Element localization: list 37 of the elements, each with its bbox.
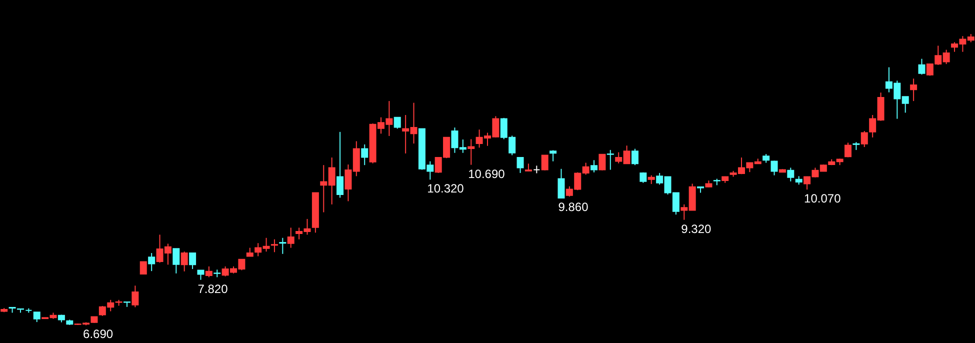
candlestick [279, 237, 286, 254]
candlestick [844, 142, 852, 158]
text: 6.690 [83, 327, 114, 342]
candlestick [180, 251, 188, 272]
candlestick [172, 248, 180, 274]
candlestick [336, 131, 344, 198]
candlestick [33, 312, 40, 323]
annotation: 9.860 [558, 200, 589, 214]
candlestick [541, 154, 548, 171]
candlestick [910, 78, 918, 102]
candlestick [148, 252, 156, 272]
candlestick [189, 252, 196, 270]
candlestick [770, 160, 778, 176]
annotation: 9.320 [681, 222, 712, 236]
candlestick [287, 227, 294, 248]
candlestick [205, 266, 212, 278]
candlestick [787, 167, 794, 182]
annotation: 10.690 [468, 166, 506, 181]
candlestick [860, 130, 868, 148]
candlestick [468, 138, 475, 166]
candlestick [361, 144, 368, 166]
candlestick [394, 116, 401, 130]
candlestick [197, 270, 204, 280]
candlestick [270, 238, 278, 253]
candlestick [631, 148, 638, 166]
candlestick [606, 149, 614, 170]
annotation: 7.820 [198, 282, 228, 296]
candlestick [132, 285, 139, 308]
candlestick [598, 154, 606, 171]
candlestick [918, 58, 926, 76]
annotation: 10.320 [427, 182, 464, 196]
candlestick [558, 168, 565, 198]
candlestick [590, 160, 598, 173]
candlestick [140, 260, 147, 275]
annotation: 10.070 [804, 192, 842, 206]
candlestick [516, 157, 524, 174]
candlestick [550, 150, 557, 162]
